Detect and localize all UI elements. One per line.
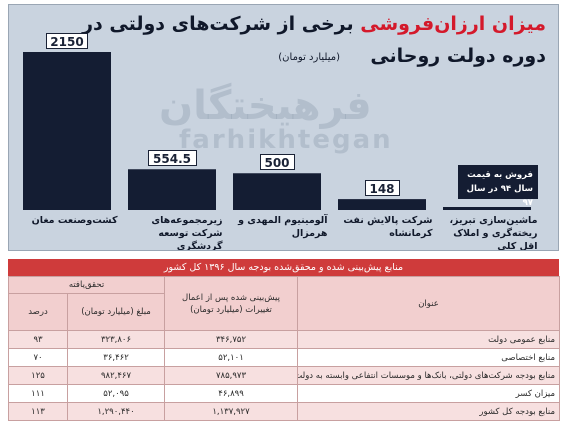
table-row: منابع اختصاصی ۵۲,۱۰۱ ۳۶,۴۶۲ ۷۰	[7, 348, 561, 367]
row-forecast: ۳۴۶,۷۵۲	[164, 330, 299, 349]
category-label: زیرمجموعه‌های شرکت توسعه گردشگری	[151, 215, 223, 251]
bar-value-label: 2150	[46, 33, 88, 49]
table-grid: عنوان پیش‌بینی شده پس از اعمال تغییرات (…	[7, 276, 561, 421]
row-amount: ۱,۲۹۰,۴۴۰	[67, 402, 166, 421]
bars-layer	[23, 52, 531, 210]
chart-panel: فرهیختگان farhikhtegan میزان ارزان‌فروشی…	[8, 4, 559, 251]
row-forecast: ۷۸۵,۹۷۳	[164, 366, 299, 385]
chart-title-rest: برخی از شرکت‌های دولتی در	[82, 13, 354, 35]
row-percent: ۱۱۳	[7, 402, 69, 421]
row-percent: ۱۲۵	[7, 366, 69, 385]
chart-title-highlight: میزان ارزان‌فروشی	[360, 13, 546, 35]
bar	[443, 207, 531, 210]
row-forecast: ۵۲,۱۰۱	[164, 348, 299, 367]
category-label: آلومینیوم المهدی و هرمزال	[238, 215, 328, 239]
table-row: منابع عمومی دولت ۳۴۶,۷۵۲ ۳۲۳,۸۰۶ ۹۳	[7, 330, 561, 349]
bar-value-label: 554.5	[147, 150, 197, 167]
row-amount: ۳۲۳,۸۰۶	[67, 330, 166, 349]
row-forecast: ۴۶,۸۹۹	[164, 384, 299, 403]
row-amount: ۵۲,۰۹۵	[67, 384, 166, 403]
row-title: منابع بودجه شرکت‌های دولتی، بانک‌ها و مو…	[297, 366, 561, 385]
row-percent: ۷۰	[7, 348, 69, 367]
bar	[23, 52, 111, 210]
row-percent: ۹۳	[7, 330, 69, 349]
header-percent: درصد	[7, 293, 69, 331]
row-percent: ۱۱۱	[7, 384, 69, 403]
row-title: منابع عمومی دولت	[297, 330, 561, 349]
table-row: میزان کسر ۴۶,۸۹۹ ۵۲,۰۹۵ ۱۱۱	[7, 384, 561, 403]
category-label: شرکت پالایش نفت کرمانشاه	[343, 215, 433, 239]
table-row: منابع بودجه کل کشور ۱,۱۳۷,۹۲۷ ۱,۲۹۰,۴۴۰ …	[7, 402, 561, 421]
chart-unit: (میلیارد تومان)	[278, 52, 340, 63]
bar-value-label: 500	[259, 154, 295, 171]
row-amount: ۳۶,۴۶۲	[67, 348, 166, 367]
table-title: منابع پیش‌بینی شده و محقق‌شده بودجه سال …	[8, 259, 559, 276]
watermark-text-latin: farhikhtegan	[179, 125, 393, 155]
row-title: منابع بودجه کل کشور	[297, 402, 561, 421]
row-forecast: ۱,۱۳۷,۹۲۷	[164, 402, 299, 421]
table-row: منابع بودجه شرکت‌های دولتی، بانک‌ها و مو…	[7, 366, 561, 385]
header-title: عنوان	[297, 276, 561, 331]
annotation-box: فروش به قیمت سال ۹۴ در سال ۹۷	[458, 165, 538, 208]
header-realized: تحقق‌یافته	[7, 276, 166, 294]
chart-title-line2: دوره دولت روحانی	[370, 45, 546, 67]
category-label: ماشین‌سازی تبریز، ریخته‌گری و املاک اقل …	[449, 215, 538, 251]
row-amount: ۹۸۲,۴۶۷	[67, 366, 166, 385]
chart-title: میزان ارزان‌فروشی برخی از شرکت‌های دولتی…	[82, 13, 546, 35]
row-title: میزان کسر	[297, 384, 561, 403]
header-amount: مبلغ (میلیارد تومان)	[67, 293, 166, 331]
bar	[338, 199, 426, 210]
budget-table: منابع پیش‌بینی شده و محقق‌شده بودجه سال …	[7, 259, 561, 421]
watermark-text: فرهیختگان	[159, 83, 372, 129]
category-label: کشت‌وصنعت مغان	[31, 215, 118, 226]
bar	[128, 169, 216, 210]
row-title: منابع اختصاصی	[297, 348, 561, 367]
bar	[233, 173, 321, 210]
header-forecast: پیش‌بینی شده پس از اعمال تغییرات (میلیار…	[164, 276, 299, 331]
bar-value-label: 148	[364, 180, 400, 197]
